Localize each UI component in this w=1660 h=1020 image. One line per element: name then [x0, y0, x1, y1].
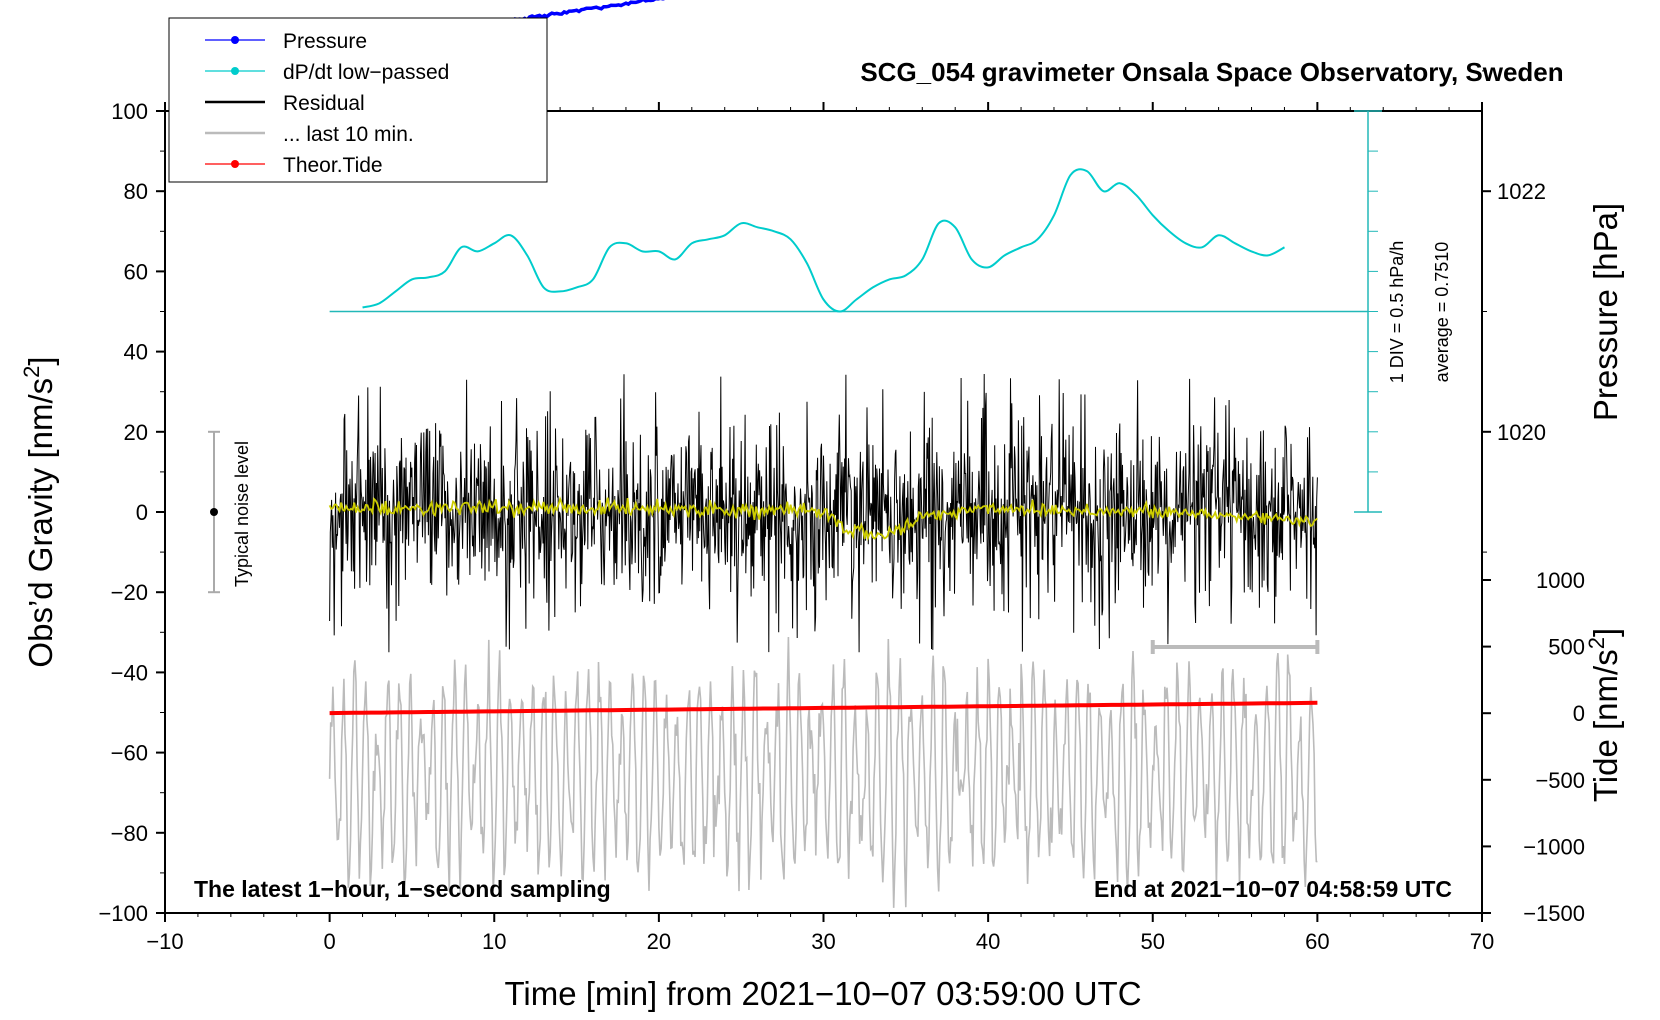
tide-tick-label: 1000	[1536, 568, 1585, 593]
end-time-note: End at 2021−10−07 04:58:59 UTC	[1094, 876, 1452, 902]
series-residual-lowpass	[328, 496, 1318, 542]
y-axis-label-left: Obs’d Gravity [nm/s2]	[19, 356, 59, 667]
x-tick-label: 20	[647, 929, 671, 954]
pressure-tick-labels: 1026102410221020	[1497, 179, 1546, 445]
tide-tick-label: −1000	[1523, 834, 1585, 859]
y-tick-label: −40	[111, 660, 148, 685]
x-tick-labels: −10 0 10 20 30 40 50 60 70	[146, 929, 1494, 954]
y-tick-label: 60	[124, 259, 148, 284]
y-tick-label: 100	[111, 99, 148, 124]
y-tick-label: −20	[111, 580, 148, 605]
x-tick-label: 40	[976, 929, 1000, 954]
x-tick-label: 50	[1141, 929, 1165, 954]
x-tick-label: 60	[1305, 929, 1329, 954]
series-layer	[328, 0, 1320, 908]
x-axis-label: Time [min] from 2021−10−07 03:59:00 UTC	[504, 975, 1141, 1012]
legend-label: Theor.Tide	[283, 154, 383, 177]
y-tick-label: 20	[124, 420, 148, 445]
y-axis-label-tide: Tide [nm/s2]	[1584, 628, 1624, 802]
y-tick-label: −100	[98, 901, 148, 926]
noise-level-label: Typical noise level	[232, 441, 252, 587]
average-label: average = 0.7510	[1432, 242, 1452, 383]
x-tick-label: 70	[1470, 929, 1494, 954]
x-tick-label: −10	[146, 929, 183, 954]
noise-level-indicator	[208, 430, 220, 594]
x-tick-label: 30	[811, 929, 835, 954]
y-axis-label-pressure: Pressure [hPa]	[1587, 203, 1624, 421]
div-label: 1 DIV = 0.5 hPa/h	[1387, 241, 1407, 384]
tide-tick-label: −1500	[1523, 901, 1585, 926]
series-dpdt	[362, 168, 1285, 313]
pressure-tick-label: 1020	[1497, 420, 1546, 445]
y-tick-label: −80	[111, 821, 148, 846]
legend: Pressure dP/dt low−passed Residual ... last…	[168, 17, 548, 183]
series-last-10-min	[328, 636, 1318, 908]
legend-box	[168, 17, 548, 183]
series-theoretical-tide	[329, 700, 1318, 716]
x-tick-label: 0	[324, 929, 336, 954]
tide-tick-label: 500	[1548, 635, 1585, 660]
tide-tick-label: 0	[1573, 701, 1585, 726]
tide-tick-label: −500	[1535, 768, 1585, 793]
legend-dot	[231, 67, 239, 75]
dpdt-scale-bar	[329, 110, 1382, 513]
legend-label: Pressure	[283, 30, 367, 53]
legend-label: ... last 10 min.	[283, 123, 414, 146]
y-tick-label: 0	[136, 500, 148, 525]
legend-label: Residual	[283, 92, 365, 115]
y-tick-label: −60	[111, 741, 148, 766]
y-tick-labels: 100 80 60 40 20 0 −20 −40 −60 −80 −100	[98, 99, 148, 926]
x-tick-label: 10	[482, 929, 506, 954]
pressure-tick-label: 1022	[1497, 179, 1546, 204]
series-residual	[329, 373, 1318, 653]
legend-dot	[231, 36, 239, 44]
legend-label: dP/dt low−passed	[283, 61, 449, 84]
sampling-note: The latest 1−hour, 1−second sampling	[194, 876, 611, 902]
noise-center-dot	[210, 508, 218, 516]
chart-title: SCG_054 gravimeter Onsala Space Observat…	[860, 57, 1563, 87]
legend-dot	[231, 160, 239, 168]
y-tick-label: 80	[124, 179, 148, 204]
y-tick-label: 40	[124, 340, 148, 365]
tide-tick-labels: 1000 500 0 −500 −1000 −1500	[1523, 568, 1585, 926]
